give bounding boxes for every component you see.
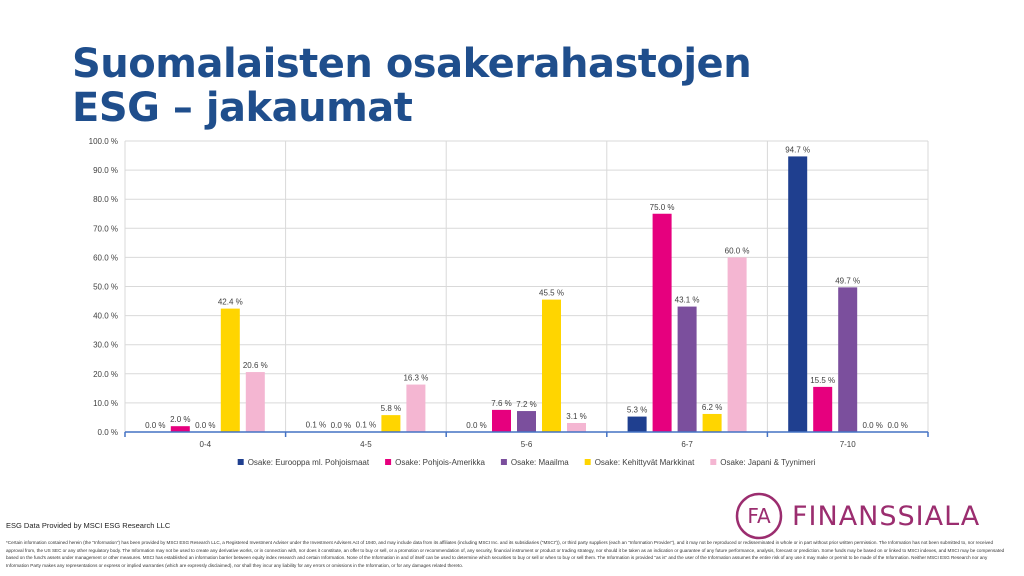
data-label: 75.0 % [650, 203, 675, 212]
finanssiala-logo: FA FINANSSIALA [734, 490, 984, 542]
y-tick-label: 50.0 % [93, 283, 118, 292]
legend-label: Osake: Kehittyvät Markkinat [595, 458, 695, 467]
data-label: 6.2 % [702, 403, 722, 412]
x-tick-label: 4-5 [360, 440, 372, 449]
data-label: 7.2 % [516, 400, 536, 409]
bar [492, 409, 511, 432]
y-tick-label: 10.0 % [93, 399, 118, 408]
data-label: 43.1 % [675, 296, 700, 305]
data-label: 49.7 % [835, 276, 860, 285]
logo-monogram: FA [747, 504, 771, 528]
bar [245, 372, 265, 432]
bar [170, 426, 190, 432]
bar [542, 299, 561, 432]
bar [813, 386, 833, 432]
data-label: 0.0 % [466, 421, 486, 430]
data-source-note: ESG Data Provided by MSCI ESG Research L… [6, 521, 171, 530]
data-label: 94.7 % [785, 145, 810, 154]
bar [702, 413, 722, 432]
data-label: 15.5 % [810, 376, 835, 385]
bar [220, 308, 240, 432]
data-label: 0.0 % [195, 421, 215, 430]
data-label: 0.1 % [306, 421, 326, 430]
x-tick-label: 6-7 [681, 440, 693, 449]
bar [838, 287, 858, 432]
data-label: 0.0 % [331, 421, 351, 430]
y-tick-label: 70.0 % [93, 224, 118, 233]
legend-swatch [385, 459, 392, 465]
legend-label: Osake: Maailma [511, 458, 569, 467]
y-tick-label: 60.0 % [93, 253, 118, 262]
legend-label: Osake: Japani & Tyynimeri [720, 458, 815, 467]
x-tick-label: 7-10 [840, 440, 857, 449]
data-label: 16.3 % [403, 374, 428, 383]
data-label: 3.1 % [566, 412, 586, 421]
finanssiala-logo-mark: FA [735, 492, 783, 540]
legend-label: Osake: Pohjois-Amerikka [395, 458, 485, 467]
x-tick-label: 0-4 [200, 440, 212, 449]
data-label: 42.4 % [218, 298, 243, 307]
msci-disclaimer: *Certain information contained herein (t… [6, 540, 1005, 568]
bar [652, 213, 672, 432]
bar [677, 306, 697, 432]
legend-swatch [710, 459, 717, 465]
data-label: 5.3 % [627, 406, 647, 415]
y-tick-label: 30.0 % [93, 341, 118, 350]
data-label: 0.0 % [862, 421, 882, 430]
y-tick-label: 0.0 % [98, 428, 118, 437]
bar [788, 156, 808, 432]
bar [517, 411, 536, 432]
legend-swatch [237, 459, 244, 465]
y-tick-label: 20.0 % [93, 370, 118, 379]
legend-swatch [584, 459, 591, 465]
y-tick-label: 80.0 % [93, 195, 118, 204]
data-label: 20.6 % [243, 361, 268, 370]
legend-label: Osake: Eurooppa ml. Pohjoismaat [248, 458, 370, 467]
data-label: 0.0 % [887, 421, 907, 430]
y-tick-label: 90.0 % [93, 166, 118, 175]
data-label: 45.5 % [539, 289, 564, 298]
bar [406, 384, 426, 432]
esg-bar-chart: 0.0 % 10.0 % 20.0 % 30.0 % 40.0 % 50.0 % 60.0 … [89, 137, 929, 467]
logo-wordmark: FINANSSIALA [792, 500, 981, 532]
data-label: 5.8 % [381, 404, 401, 413]
data-label: 0.0 % [145, 421, 165, 430]
x-tick-label: 5-6 [521, 440, 533, 449]
data-label: 0.1 % [356, 421, 376, 430]
data-label: 60.0 % [725, 246, 750, 255]
legend-swatch [500, 459, 507, 465]
bar [381, 415, 401, 432]
y-tick-label: 100.0 % [89, 137, 118, 146]
data-label: 2.0 % [170, 415, 190, 424]
bar [727, 257, 747, 432]
data-label: 7.6 % [491, 399, 511, 408]
bar [567, 422, 586, 432]
bar [627, 416, 647, 432]
y-tick-label: 40.0 % [93, 312, 118, 321]
slide-title: Suomalaisten osakerahastojen ESG – jakau… [72, 41, 752, 131]
